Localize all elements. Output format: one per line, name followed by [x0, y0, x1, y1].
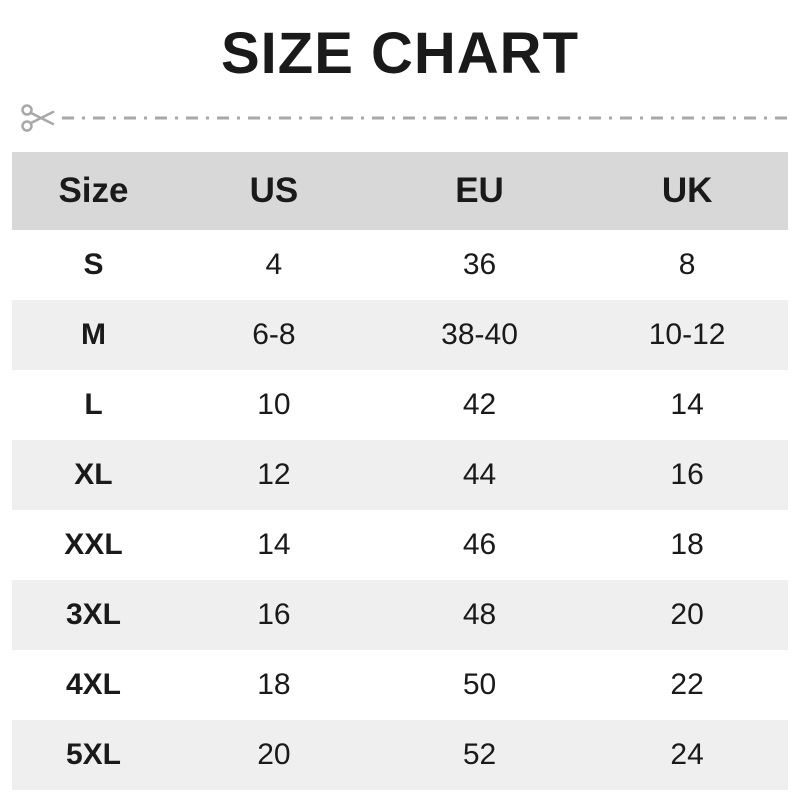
eu-cell: 36: [462, 248, 497, 281]
scissors-icon: [21, 104, 55, 132]
size-cell: 3XL: [65, 598, 121, 631]
table-row: XL 12 44 16: [12, 440, 788, 510]
col-header-us: US: [174, 152, 373, 230]
page-title: SIZE CHART: [221, 21, 579, 86]
col-header-eu: EU: [372, 152, 587, 230]
cut-dash-line: [62, 116, 788, 120]
size-cell: S: [83, 248, 104, 281]
uk-cell: 18: [670, 528, 704, 561]
table-row: L 10 42 14: [12, 370, 788, 440]
us-cell: 4: [265, 248, 283, 281]
table-row: M 6-8 38-40 10-12: [12, 300, 788, 370]
us-cell: 18: [257, 668, 291, 701]
table-header-row: Size US EU UK: [12, 152, 788, 230]
size-cell: L: [84, 388, 103, 421]
table-row: XXL 14 46 18: [12, 510, 788, 580]
eu-cell: 38-40: [441, 318, 518, 351]
us-cell: 20: [257, 738, 291, 771]
table-row: S 4 36 8: [12, 230, 788, 300]
col-header-uk: UK: [586, 152, 788, 230]
us-cell: 16: [257, 598, 291, 631]
us-cell: 10: [257, 388, 291, 421]
size-cell: XL: [74, 458, 113, 491]
uk-cell: 8: [678, 248, 696, 281]
uk-cell: 14: [670, 388, 704, 421]
size-table: Size US EU UK S 4 36 8 M 6-8 38-40 10-12…: [12, 152, 788, 790]
uk-cell: 24: [670, 738, 704, 771]
uk-cell: 10-12: [648, 318, 726, 351]
eu-cell: 52: [462, 738, 497, 771]
us-cell: 14: [257, 528, 291, 561]
table-row: 3XL 16 48 20: [12, 580, 788, 650]
eu-cell: 44: [462, 458, 497, 491]
size-cell: 5XL: [65, 738, 121, 771]
uk-cell: 22: [670, 668, 704, 701]
eu-cell: 42: [462, 388, 497, 421]
table-row: 5XL 20 52 24: [12, 720, 788, 790]
uk-cell: 16: [670, 458, 704, 491]
size-cell: XXL: [64, 528, 123, 561]
size-cell: 4XL: [65, 668, 121, 701]
us-cell: 6-8: [252, 318, 296, 351]
size-cell: M: [80, 318, 106, 351]
us-cell: 12: [257, 458, 291, 491]
col-header-size: Size: [12, 152, 175, 230]
eu-cell: 46: [462, 528, 497, 561]
eu-cell: 50: [462, 668, 497, 701]
uk-cell: 20: [670, 598, 704, 631]
cut-line: [20, 98, 788, 138]
eu-cell: 48: [462, 598, 497, 631]
table-row: 4XL 18 50 22: [12, 650, 788, 720]
